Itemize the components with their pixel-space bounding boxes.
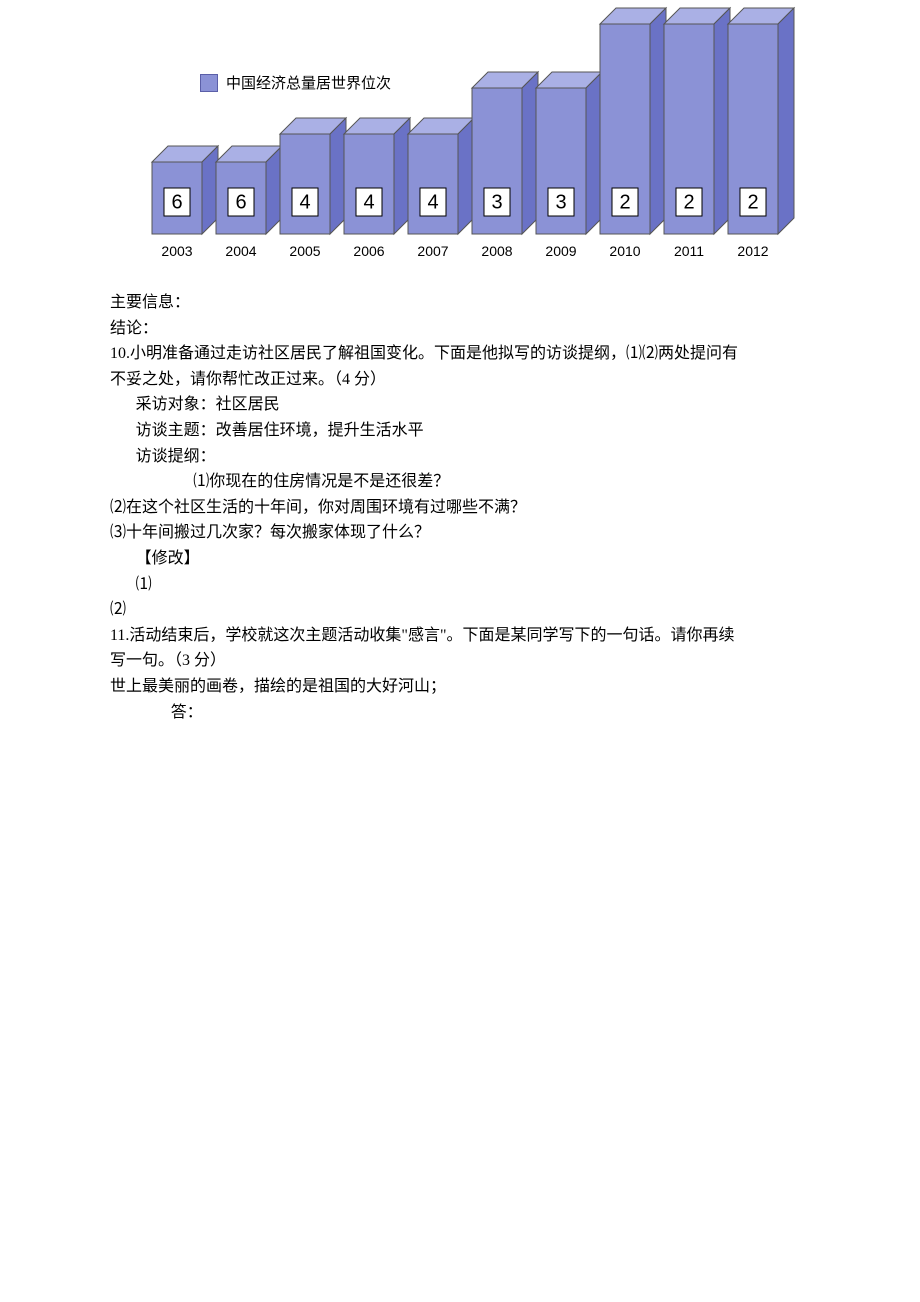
- q11-intro-a: 11.活动结束后，学校就这次主题活动收集"感言"。下面是某同学写下的一句话。请你…: [110, 623, 810, 649]
- legend-swatch: [200, 74, 218, 92]
- svg-text:4: 4: [363, 191, 374, 213]
- svg-text:2005: 2005: [289, 243, 320, 259]
- svg-text:6: 6: [171, 191, 182, 213]
- svg-text:2: 2: [619, 191, 630, 213]
- answer-label: 答：: [110, 700, 810, 726]
- svg-text:2006: 2006: [353, 243, 384, 259]
- chart-svg: 6 2003 6 2004 4 2005 4 2006 4 2007 3 2008 3 2009 2 2010…: [140, 0, 800, 270]
- q10-outline: 访谈提纲：: [110, 444, 810, 470]
- q10-topic: 访谈主题：改善居住环境，提升生活水平: [110, 418, 810, 444]
- q11-line: 世上最美丽的画卷，描绘的是祖国的大好河山；: [110, 674, 810, 700]
- q11-intro-b: 写一句。（3 分）: [110, 648, 810, 674]
- document-body: 主要信息： 结论： 10.小明准备通过走访社区居民了解祖国变化。下面是他拟写的访…: [110, 290, 810, 725]
- svg-text:2004: 2004: [225, 243, 256, 259]
- svg-text:3: 3: [491, 191, 502, 213]
- q10-m2: ⑵: [110, 597, 810, 623]
- svg-text:3: 3: [555, 191, 566, 213]
- svg-text:2003: 2003: [161, 243, 192, 259]
- svg-text:2009: 2009: [545, 243, 576, 259]
- q10-item3: ⑶十年间搬过几次家？每次搬家体现了什么？: [110, 520, 810, 546]
- svg-text:4: 4: [299, 191, 310, 213]
- q10-modify: 【修改】: [110, 546, 810, 572]
- svg-text:2010: 2010: [609, 243, 640, 259]
- svg-text:2007: 2007: [417, 243, 448, 259]
- q10-object: 采访对象：社区居民: [110, 392, 810, 418]
- svg-text:2: 2: [683, 191, 694, 213]
- legend-label: 中国经济总量居世界位次: [226, 72, 391, 93]
- chart-legend: 中国经济总量居世界位次: [200, 72, 391, 93]
- svg-text:2011: 2011: [674, 243, 704, 259]
- svg-text:4: 4: [427, 191, 438, 213]
- svg-text:6: 6: [235, 191, 246, 213]
- q10-intro-b: 不妥之处，请你帮忙改正过来。（4 分）: [110, 367, 810, 393]
- svg-text:2012: 2012: [737, 243, 768, 259]
- q10-item2: ⑵在这个社区生活的十年间，你对周围环境有过哪些不满？: [110, 495, 810, 521]
- svg-text:2: 2: [747, 191, 758, 213]
- svg-text:2008: 2008: [481, 243, 512, 259]
- conclusion-label: 结论：: [110, 316, 810, 342]
- q10-m1: ⑴: [110, 572, 810, 598]
- info-label: 主要信息：: [110, 290, 810, 316]
- ranking-bar-chart: 中国经济总量居世界位次 6 2003 6 2004 4 2005 4 2006 4 2007 3 20…: [140, 0, 800, 270]
- q10-item1: ⑴你现在的住房情况是不是还很差？: [110, 469, 810, 495]
- q10-intro-a: 10.小明准备通过走访社区居民了解祖国变化。下面是他拟写的访谈提纲，⑴⑵两处提问…: [110, 341, 810, 367]
